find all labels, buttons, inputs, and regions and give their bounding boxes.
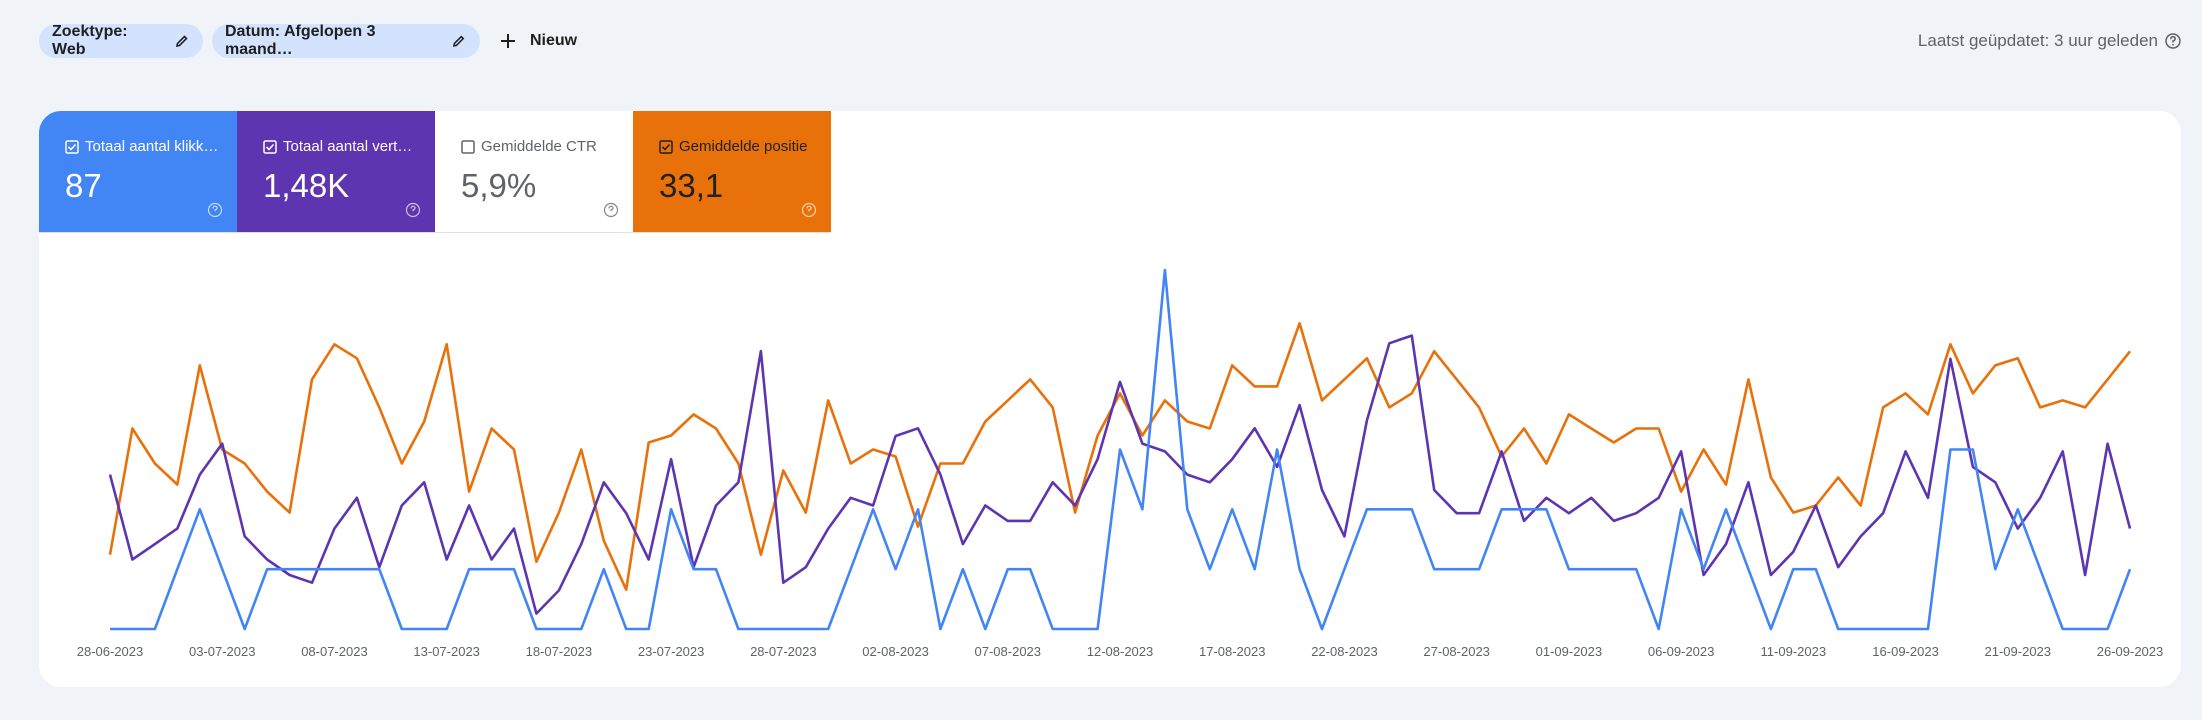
x-tick-label: 06-09-2023 <box>1648 644 1715 659</box>
last-updated: Laatst geüpdatet: 3 uur geleden <box>1918 24 2182 58</box>
x-tick-label: 17-08-2023 <box>1199 644 1266 659</box>
scorecard-header: Totaal aantal vert… <box>263 138 412 155</box>
new-button[interactable]: Nieuw <box>500 24 577 58</box>
filter-chip[interactable]: Datum: Afgelopen 3 maand… <box>212 23 480 58</box>
checkbox[interactable] <box>65 139 79 154</box>
x-tick-label: 08-07-2023 <box>301 644 368 659</box>
scorecard-header: Gemiddelde positie <box>659 138 807 155</box>
help-mark <box>212 205 218 212</box>
scorecard-label: Totaal aantal vert… <box>283 138 413 155</box>
scorecard[interactable]: Totaal aantal vert… 1,48K <box>237 111 435 233</box>
x-tick-label: 28-07-2023 <box>750 644 817 659</box>
help-circle <box>801 202 817 218</box>
help-icon[interactable] <box>405 202 421 218</box>
new-label: Nieuw <box>530 32 578 49</box>
scorecard-label: Totaal aantal klikk… <box>85 138 219 155</box>
x-tick-label: 27-08-2023 <box>1423 644 1490 659</box>
checkbox-box <box>461 139 475 154</box>
plus-icon <box>501 34 515 48</box>
edit-icon <box>453 35 465 47</box>
scorecard-label: Gemiddelde CTR <box>481 138 597 155</box>
help-mark <box>806 205 812 212</box>
x-tick-label: 18-07-2023 <box>526 644 593 659</box>
help-icon[interactable] <box>603 202 619 218</box>
help-icon[interactable] <box>2164 32 2182 50</box>
help-mark <box>608 205 614 212</box>
scorecard-header: Totaal aantal klikk… <box>65 138 218 155</box>
x-tick-label: 07-08-2023 <box>975 644 1042 659</box>
filter-chip[interactable]: Zoektype: Web <box>39 23 203 58</box>
checkbox[interactable] <box>263 139 277 154</box>
edit-icon <box>176 35 188 47</box>
filter-label: Datum: Afgelopen 3 maand… <box>225 23 376 58</box>
last-updated-text: Laatst geüpdatet: 3 uur geleden <box>1917 31 2158 50</box>
scorecard-value: 1,48K <box>263 167 350 204</box>
help-circle <box>405 202 421 218</box>
series-line <box>110 268 2132 631</box>
series-line <box>108 322 2132 591</box>
scorecard[interactable]: Gemiddelde positie 33,1 <box>633 111 831 233</box>
checkbox[interactable] <box>461 139 475 154</box>
help-icon[interactable] <box>801 202 817 218</box>
scorecard[interactable]: Gemiddelde CTR 5,9% <box>435 111 633 233</box>
checkbox-box <box>65 139 79 154</box>
x-tick-label: 26-09-2023 <box>2097 644 2164 659</box>
help-icon[interactable] <box>207 202 223 218</box>
help-mark <box>410 205 416 212</box>
checkbox-box <box>659 139 673 154</box>
help-circle <box>207 202 223 218</box>
x-tick-label: 03-07-2023 <box>189 644 256 659</box>
x-tick-label: 01-09-2023 <box>1536 644 1603 659</box>
x-tick-label: 02-08-2023 <box>862 644 929 659</box>
checkmark <box>661 143 671 151</box>
checkbox[interactable] <box>659 139 673 154</box>
x-tick-label: 16-09-2023 <box>1872 644 1939 659</box>
filter-label: Zoektype: Web <box>52 23 128 58</box>
x-tick-label: 12-08-2023 <box>1087 644 1154 659</box>
scorecard[interactable]: Totaal aantal klikk… 87 <box>39 111 237 233</box>
scorecard-label: Gemiddelde positie <box>679 138 808 155</box>
x-tick-label: 13-07-2023 <box>413 644 480 659</box>
checkmark <box>67 143 77 151</box>
checkbox-box <box>263 139 277 154</box>
x-tick-label: 11-09-2023 <box>1761 644 1827 659</box>
scorecard-value: 33,1 <box>659 167 724 204</box>
checkmark <box>265 143 275 151</box>
x-tick-label: 22-08-2023 <box>1311 644 1378 659</box>
x-tick-label: 28-06-2023 <box>77 644 144 659</box>
scorecard-value: 87 <box>65 167 102 204</box>
help-circle <box>603 202 619 218</box>
series-line <box>108 334 2132 615</box>
scorecard-header: Gemiddelde CTR <box>461 138 597 155</box>
x-tick-label: 21-09-2023 <box>1985 644 2052 659</box>
x-tick-label: 23-07-2023 <box>638 644 705 659</box>
scorecard-value: 5,9% <box>461 167 537 204</box>
